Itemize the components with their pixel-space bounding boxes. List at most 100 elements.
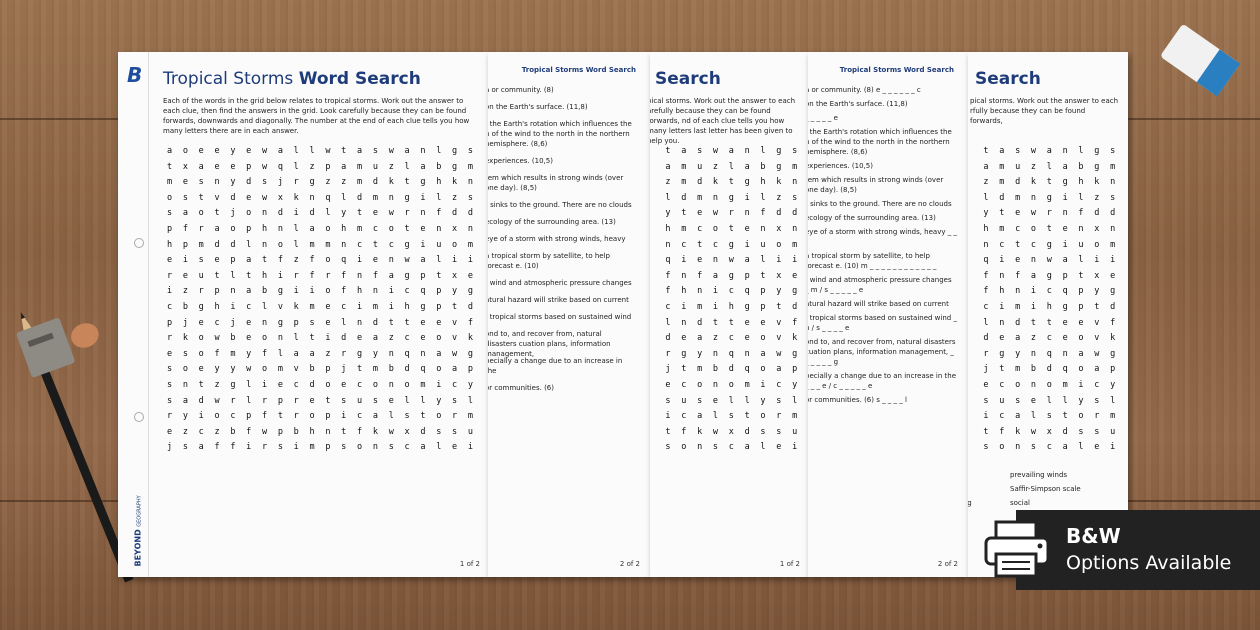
grid-row: r y i o c p f t r o p i c a l s t o r m (167, 411, 476, 422)
grid-row: s o e y y w o m v b p j t m b d q o a p (167, 364, 476, 375)
grid-row: r k o w b e o n l t i d e a z c e o v k (983, 333, 1116, 344)
grid-row: o s t v d e w x k n q l d m n g i l z s (167, 192, 476, 203)
page-number: 2 of 2 (937, 560, 958, 568)
grid-row: p f r a o p h n l a o h m c o t e n x n (167, 224, 476, 234)
grid-row-clip: s a o t j o n d i d l y t e w r n f d d (980, 208, 1116, 222)
grid-row-clip: s a d w r l r p r e t s u s e l l y s l (658, 396, 798, 410)
grid-row: a o e e y e w a l l w t a s w a n l g s (665, 146, 798, 156)
grid-row-clip: e i s e p a t f z f o q i e n w a l i i (980, 255, 1116, 269)
grid-row-clip: h p m d d l n o l m m n c t c g i u o m (980, 240, 1116, 254)
header: Tropical Storms Word Search (839, 66, 954, 74)
instructions: pical storms. Work out the answer to eac… (650, 97, 796, 145)
grid-row: e i s e p a t f z f o q i e n w a l i i (983, 255, 1116, 266)
title-normal: Tropical Storms (163, 69, 294, 89)
clue: experiences. (10,5) (488, 157, 553, 165)
clue: on the Earth's surface. (11,8) (488, 103, 588, 111)
grid-row-clip: a o e e y e w a l l w t a s w a n l g s (658, 146, 798, 160)
grid-row-clip: r y i o c p f t r o p i c a l s t o r m (980, 411, 1116, 425)
grid-row: p j e c j e n g p s e l n d t t e e v f (167, 317, 476, 328)
grid-row: r y i o c p f t r o p i c a l s t o r m (983, 411, 1116, 422)
worksheet-page: B BEYOND GEOGRAPHY Tropical Storms Word … (118, 52, 488, 577)
grid-row-clip: c b g h i c l v k m e c i m i h g p t d (658, 302, 798, 316)
grid-row: e i s e p a t f z f o q i e n w a l i i (665, 255, 798, 266)
grid-row: m e s n y d s j r g z z m d k t g h k n (665, 177, 798, 188)
worksheet-page: Tropical Storms Word Search a or communi… (808, 52, 968, 577)
badge-subtitle: Options Available (1066, 552, 1232, 574)
clue: f tropical storms based on sustained win… (488, 313, 632, 321)
grid-row: t x a e e p w q l z p a m u z l a b g m (167, 161, 476, 172)
grid-row: h p m d d l n o l m m n c t c g i u o m (983, 239, 1116, 250)
grid-row-clip: t x a e e p w q l z p a m u z l a b g m (980, 162, 1116, 176)
grid-row: h p m d d l n o l m m n c t c g i u o m (665, 239, 798, 250)
grid-row-clip: e i s e p a t f z f o q i e n w a l i i (658, 255, 798, 269)
punch-hole (134, 412, 144, 422)
grid-row: s n t z g l i e c d o e c o n o m i c y (167, 380, 476, 390)
clue: eye of a storm with strong winds, heavy (488, 235, 626, 243)
clue: ecology of the surrounding area. (13) (808, 214, 936, 222)
margin (118, 52, 149, 577)
grid-row: j s a f f i r s i m p s o n s c a l e i (665, 442, 798, 453)
grid-row: s a d w r l r p r e t s u s e l l y s l (665, 395, 798, 406)
word-fragment: ring (968, 499, 972, 507)
grid-row-clip: e s o f m y f l a a z r g y n q n a w g (980, 349, 1116, 363)
clue: a or community. (8) e _ _ _ _ _ _ c (808, 86, 921, 94)
grid-row: r k o w b e o n l t i d e a z c e o v k (665, 333, 798, 344)
clue: r sinks to the ground. There are no clou… (808, 200, 952, 208)
grid-row: e s o f m y f l a a z r g y n q n a w g (167, 348, 476, 359)
grid-row-clip: i z r p n a b g i i o f h n i c q p y g (980, 286, 1116, 300)
grid-row: r k o w b e o n l t i d e a z c e o v k (167, 333, 476, 344)
grid-row: p j e c j e n g p s e l n d t t e e v f (983, 317, 1116, 328)
instructions: Each of the words in the grid below rela… (163, 97, 470, 135)
grid-row-clip: r e u t l t h i r f r f n f a g p t x e (980, 271, 1116, 285)
grid-row-clip: r k o w b e o n l t i d e a z c e o v k (658, 333, 798, 347)
grid-row-clip: a o e e y e w a l l w t a s w a n l g s (980, 146, 1116, 160)
grid-row: c b g h i c l v k m e c i m i h g p t d (167, 302, 476, 312)
worksheet-page: Tropical Storms Word Search a or communi… (488, 52, 650, 577)
grid-row-clip: s o e y y w o m v b p j t m b d q o a p (658, 364, 798, 378)
clue: ecology of the surrounding area. (13) (488, 218, 616, 226)
grid-row-clip: m e s n y d s j r g z z m d k t g h k n (980, 177, 1116, 191)
clue: f tropical storms based on sustained win… (808, 314, 957, 332)
grid-row-clip: j s a f f i r s i m p s o n s c a l e i (658, 442, 798, 456)
grid-row-clip: m e s n y d s j r g z z m d k t g h k n (658, 177, 798, 191)
badge-title: B&W (1066, 524, 1121, 548)
worksheet-page: Search pical storms. Work out the answer… (968, 52, 1128, 577)
grid-row: e i s e p a t f z f o q i e n w a l i i (167, 255, 476, 266)
clue: or communities. (6) (488, 384, 554, 392)
grid-row-clip: s a o t j o n d i d l y t e w r n f d d (658, 208, 798, 222)
grid-row: i z r p n a b g i i o f h n i c q p y g (665, 286, 798, 297)
logo: B (127, 63, 143, 87)
brand: BEYOND GEOGRAPHY (134, 487, 143, 566)
grid-row-clip: s n t z g l i e c d o e c o n o m i c y (658, 380, 798, 394)
clue: f wind and atmospheric pressure changes (488, 279, 632, 287)
clue: ond to, and recover from, natural disast… (808, 338, 956, 366)
grid-row-clip: h p m d d l n o l m m n c t c g i u o m (658, 240, 798, 254)
grid-row-clip: o s t v d e w x k n q l d m n g i l z s (658, 193, 798, 207)
title-bold: Search (975, 69, 1041, 89)
grid-row-clip: s o e y y w o m v b p j t m b d q o a p (980, 364, 1116, 378)
grid-row: r e u t l t h i r f r f n f a g p t x e (983, 270, 1116, 281)
clue: ond to, and recover from, natural disast… (488, 330, 611, 358)
clue: tem which results in strong winds (over … (808, 176, 944, 194)
page-number: 2 of 2 (619, 560, 640, 568)
title: Tropical Storms Word Search (163, 69, 421, 89)
clue: or communities. (6) s _ _ _ _ l (808, 396, 907, 404)
clue: eye of a storm with strong winds, heavy … (808, 228, 957, 236)
clue: experiences. (10,5) (808, 162, 873, 170)
page-number: 1 of 2 (779, 560, 800, 568)
grid-row: o s t v d e w x k n q l d m n g i l z s (665, 192, 798, 203)
grid-row: e z c z b f w p b h n t f k w x d s s u (665, 426, 798, 437)
grid-row: a o e e y e w a l l w t a s w a n l g s (167, 146, 476, 156)
grid-row-clip: t x a e e p w q l z p a m u z l a b g m (658, 162, 798, 176)
clue: tem which results in strong winds (over … (488, 174, 624, 192)
grid-row: e z c z b f w p b h n t f k w x d s s u (167, 426, 476, 437)
grid-row-clip: r e u t l t h i r f r f n f a g p t x e (658, 271, 798, 285)
printer-icon (984, 520, 1050, 578)
clue: f wind and atmospheric pressure changes … (808, 276, 952, 294)
grid-row: s n t z g l i e c d o e c o n o m i c y (665, 380, 798, 390)
grid-row: s a o t j o n d i d l y t e w r n f d d (983, 208, 1116, 219)
punch-hole (134, 238, 144, 248)
grid-row: m e s n y d s j r g z z m d k t g h k n (167, 177, 476, 188)
